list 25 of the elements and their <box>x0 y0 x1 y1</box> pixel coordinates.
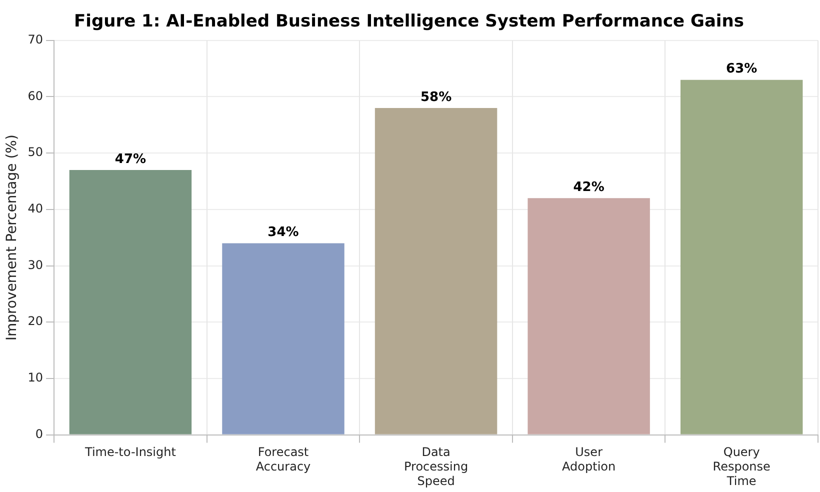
bar <box>374 108 498 434</box>
y-tick-label: 30 <box>28 258 44 272</box>
data-label: 47% <box>114 152 146 167</box>
x-tick-label: Forecast Accuracy <box>256 445 311 474</box>
y-tick-label: 0 <box>35 426 44 441</box>
x-tick-label: Data Processing Speed <box>404 445 468 488</box>
y-tick-label: 70 <box>28 32 44 47</box>
bar <box>680 80 803 434</box>
x-tick-label: User Adoption <box>562 445 616 474</box>
data-label: 42% <box>573 180 604 196</box>
y-tick-label: 20 <box>28 314 44 328</box>
data-label: 58% <box>420 90 452 105</box>
data-label: 63% <box>726 62 758 77</box>
bar <box>528 198 650 434</box>
bar <box>69 170 192 434</box>
y-tick-label: 10 <box>28 370 44 385</box>
x-tick-label: Query Response Time <box>712 445 770 488</box>
x-tick-label: Time-to-Insight <box>84 445 176 460</box>
bar <box>222 243 344 434</box>
y-tick-label: 50 <box>28 145 44 160</box>
y-axis-title: Improvement Percentage (%) <box>4 134 20 341</box>
chart-title: Figure 1: AI-Enabled Business Intelligence System Performance Gains <box>74 12 744 32</box>
data-label: 34% <box>268 225 299 240</box>
y-tick-label: 40 <box>28 202 44 216</box>
y-tick-label: 60 <box>28 88 44 103</box>
